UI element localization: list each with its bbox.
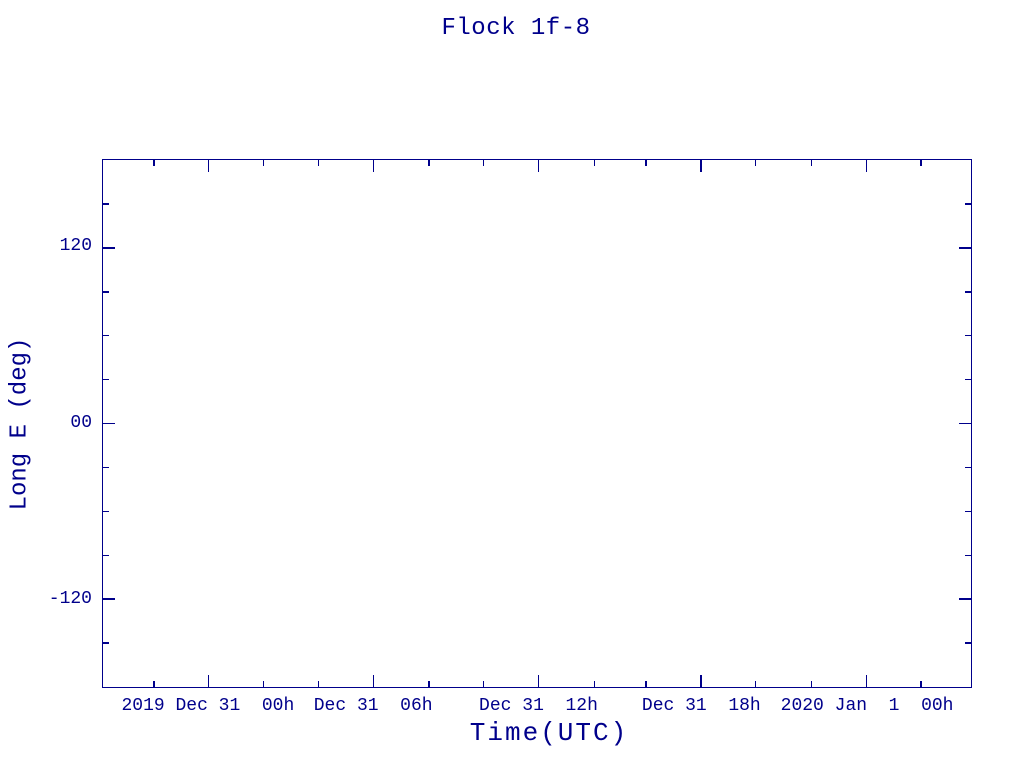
y-major-tick xyxy=(103,598,115,600)
x-major-tick xyxy=(865,160,868,172)
x-major-tick xyxy=(700,675,702,687)
x-minor-tick xyxy=(317,160,319,166)
y-tick-label: -120 xyxy=(48,588,92,609)
x-minor-tick xyxy=(428,681,430,687)
x-minor-tick xyxy=(810,681,813,687)
y-minor-tick xyxy=(965,334,971,337)
y-major-tick xyxy=(959,598,971,600)
x-minor-tick xyxy=(645,681,647,687)
x-minor-tick xyxy=(593,160,596,166)
y-minor-tick xyxy=(103,510,109,513)
y-minor-tick xyxy=(965,466,971,469)
x-minor-tick xyxy=(262,160,265,166)
y-minor-tick xyxy=(103,642,109,644)
y-minor-tick xyxy=(103,203,109,205)
x-tick-label: Dec 31 06h xyxy=(313,696,433,716)
y-minor-tick xyxy=(965,291,971,293)
y-major-tick xyxy=(103,247,115,249)
x-minor-tick xyxy=(593,681,596,687)
y-minor-tick xyxy=(103,291,109,293)
x-major-tick xyxy=(207,675,210,687)
x-tick-label: 2019 Dec 31 00h xyxy=(121,696,295,716)
x-minor-tick xyxy=(754,681,757,687)
y-major-tick xyxy=(959,422,971,425)
x-major-tick xyxy=(372,675,375,687)
y-minor-tick xyxy=(965,642,971,644)
x-minor-tick xyxy=(153,681,155,687)
x-major-tick xyxy=(537,675,540,687)
x-minor-tick xyxy=(262,681,265,687)
x-major-tick xyxy=(865,675,868,687)
y-major-tick xyxy=(103,422,115,425)
x-axis-label: Time(UTC) xyxy=(469,718,629,748)
x-major-tick xyxy=(700,160,702,172)
x-major-tick xyxy=(372,160,375,172)
x-minor-tick xyxy=(920,160,922,166)
x-tick-label: Dec 31 12h xyxy=(479,696,598,716)
x-minor-tick xyxy=(317,681,319,687)
x-minor-tick xyxy=(810,160,813,166)
x-major-tick xyxy=(207,160,210,172)
y-minor-tick xyxy=(965,378,971,381)
x-minor-tick xyxy=(754,160,757,166)
x-major-tick xyxy=(537,160,540,172)
y-minor-tick xyxy=(103,466,109,469)
y-minor-tick xyxy=(965,554,971,556)
plot-area xyxy=(102,159,972,688)
x-minor-tick xyxy=(482,681,485,687)
x-minor-tick xyxy=(920,681,922,687)
x-minor-tick xyxy=(482,160,485,166)
y-minor-tick xyxy=(965,510,971,513)
x-minor-tick xyxy=(645,160,647,166)
y-tick-label: 120 xyxy=(59,236,92,257)
x-minor-tick xyxy=(153,160,155,166)
y-minor-tick xyxy=(965,203,971,205)
x-tick-label: 2020 Jan 1 00h xyxy=(780,696,954,716)
x-minor-tick xyxy=(428,160,430,166)
y-major-tick xyxy=(959,247,971,249)
y-minor-tick xyxy=(103,378,109,381)
chart-title: Flock 1f-8 xyxy=(441,15,591,42)
y-tick-label: 00 xyxy=(70,412,92,433)
y-minor-tick xyxy=(103,334,109,337)
x-tick-label: Dec 31 18h xyxy=(641,696,761,716)
y-minor-tick xyxy=(103,554,109,556)
